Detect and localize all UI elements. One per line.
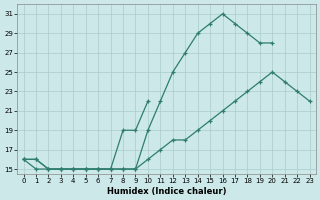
X-axis label: Humidex (Indice chaleur): Humidex (Indice chaleur): [107, 187, 226, 196]
